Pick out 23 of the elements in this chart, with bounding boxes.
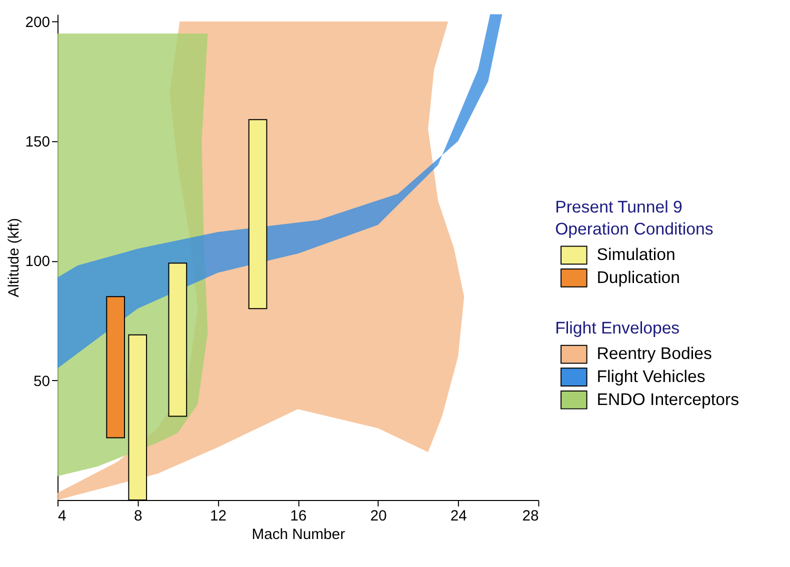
legend-label: Flight Vehicles xyxy=(596,367,706,386)
y-axis-title: Altitude (kft) xyxy=(6,218,22,298)
y-tick-label: 150 xyxy=(25,134,50,151)
y-tick-label: 100 xyxy=(25,254,50,270)
legend-label: Simulation xyxy=(596,245,676,264)
x-tick-label: 8 xyxy=(134,508,142,524)
text: Flight Envelopes xyxy=(555,318,680,338)
y-tick-label: 50 xyxy=(34,374,50,390)
legend-label: ENDO Interceptors xyxy=(596,390,740,409)
legend-label: Duplication xyxy=(596,268,680,287)
x-axis-title: Mach Number xyxy=(252,527,346,544)
x-tick-label: 16 xyxy=(290,508,307,524)
x-tick-label: 12 xyxy=(210,508,226,524)
x-tick-label: 28 xyxy=(522,508,539,524)
legend-title: Present Tunnel 9 Operation Conditions xyxy=(555,198,714,238)
x-tick-label: 24 xyxy=(450,508,467,524)
y-tick-label: 200 xyxy=(25,14,50,31)
x-tick-label: 20 xyxy=(370,508,387,524)
bar xyxy=(106,296,125,438)
legend-label: Reentry Bodies xyxy=(596,344,712,364)
bar xyxy=(248,119,268,310)
bar xyxy=(168,262,188,417)
x-tick-label: 4 xyxy=(58,508,66,524)
